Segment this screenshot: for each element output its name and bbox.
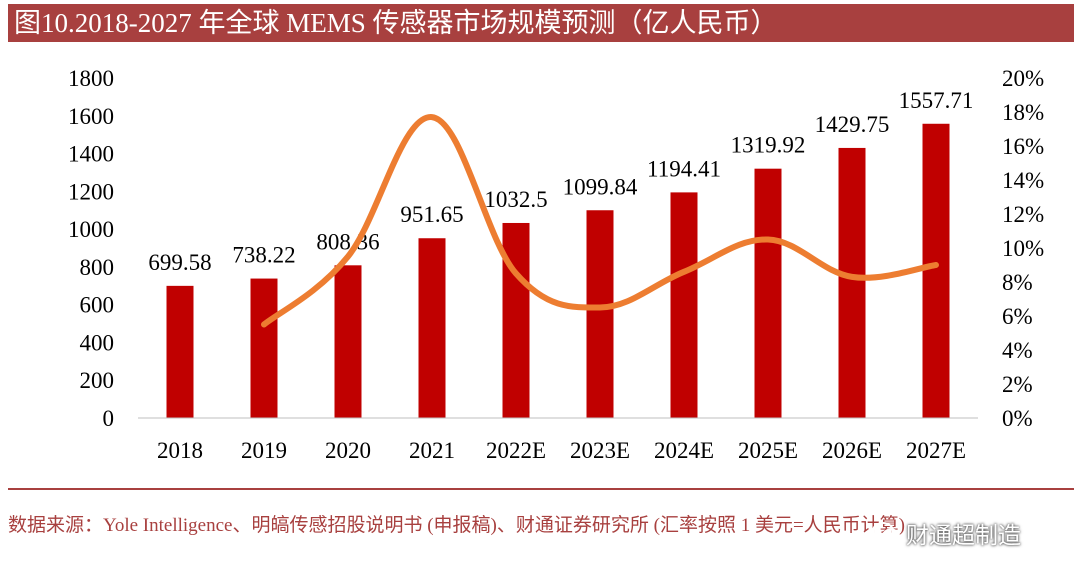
- right-tick-label: 4%: [1002, 338, 1033, 363]
- footer-divider: [8, 488, 1074, 490]
- left-tick-label: 200: [80, 368, 115, 393]
- bar-2019: [250, 278, 278, 418]
- bar-2025E: [754, 168, 782, 418]
- watermark: 财通超制造: [872, 516, 1021, 550]
- wechat-icon: [872, 522, 900, 544]
- left-tick-label: 800: [80, 255, 115, 280]
- bar-value-label: 1429.75: [815, 112, 890, 137]
- left-tick-label: 400: [80, 330, 115, 355]
- right-tick-label: 6%: [1002, 304, 1033, 329]
- bar-2018: [166, 285, 194, 418]
- right-tick-label: 10%: [1002, 236, 1044, 261]
- x-axis-labels: 2018 2019 2020 2021 2022E 2023E 2024E 2025E 2026…: [157, 438, 966, 463]
- growth-line-series: [261, 114, 939, 328]
- left-tick-label: 0: [103, 406, 115, 431]
- right-tick-label: 0%: [1002, 406, 1033, 431]
- bar-value-label: 1194.41: [647, 156, 721, 181]
- bar-2023E: [586, 210, 614, 418]
- bar-value-label: 738.22: [232, 243, 295, 268]
- growth-line: [261, 114, 939, 328]
- right-axis: 0% 2% 4% 6% 8% 10% 12% 14% 16% 18% 20%: [1002, 66, 1044, 431]
- bar-value-label: 699.58: [148, 250, 211, 275]
- bar-data-labels: 699.58 738.22 808.36 951.65 1032.5 1099.84 119…: [148, 88, 973, 275]
- left-tick-label: 1000: [68, 217, 114, 242]
- left-tick-label: 600: [80, 293, 115, 318]
- left-axis: 0 200 400 600 800 1000 1200 1400 1600 1800: [68, 66, 114, 431]
- source-note: 数据来源：Yole Intelligence、明皜传感招股说明书 (申报稿)、财…: [8, 515, 905, 536]
- right-tick-label: 12%: [1002, 202, 1044, 227]
- x-tick-label: 2026E: [822, 438, 882, 463]
- bar-value-label: 1557.71: [899, 88, 974, 113]
- bar-2020: [334, 265, 362, 418]
- x-tick-label: 2020: [325, 438, 371, 463]
- right-tick-label: 16%: [1002, 134, 1044, 159]
- right-tick-label: 14%: [1002, 168, 1044, 193]
- x-tick-label: 2022E: [486, 438, 546, 463]
- chart-title: 图10.2018-2027 年全球 MEMS 传感器市场规模预测（亿人民币）: [8, 4, 1074, 42]
- left-tick-label: 1200: [68, 179, 114, 204]
- x-tick-label: 2018: [157, 438, 203, 463]
- bar-value-label: 1319.92: [731, 133, 806, 158]
- x-tick-label: 2024E: [654, 438, 714, 463]
- x-tick-label: 2023E: [570, 438, 630, 463]
- x-tick-label: 2025E: [738, 438, 798, 463]
- x-tick-label: 2019: [241, 438, 287, 463]
- bar-2027E: [922, 123, 950, 418]
- right-tick-label: 18%: [1002, 100, 1044, 125]
- right-tick-label: 8%: [1002, 270, 1033, 295]
- x-tick-label: 2021: [409, 438, 455, 463]
- left-tick-label: 1400: [68, 142, 114, 167]
- left-tick-label: 1600: [68, 104, 114, 129]
- bar-2021: [418, 238, 446, 418]
- x-tick-label: 2027E: [906, 438, 966, 463]
- right-tick-label: 2%: [1002, 372, 1033, 397]
- bar-2026E: [838, 147, 866, 419]
- bar-2024E: [670, 192, 698, 418]
- bar-series: [166, 123, 950, 419]
- watermark-text: 财通超制造: [906, 523, 1021, 549]
- bar-2022E: [502, 222, 530, 418]
- bar-value-label: 808.36: [316, 229, 379, 254]
- left-tick-label: 1800: [68, 66, 114, 91]
- bar-value-label: 951.65: [400, 202, 463, 227]
- bar-value-label: 1032.5: [484, 187, 547, 212]
- bar-value-label: 1099.84: [563, 174, 638, 199]
- chart-canvas: 0 200 400 600 800 1000 1200 1400 1600 1800 0% 2% 4%…: [68, 66, 1044, 463]
- right-tick-label: 20%: [1002, 66, 1044, 91]
